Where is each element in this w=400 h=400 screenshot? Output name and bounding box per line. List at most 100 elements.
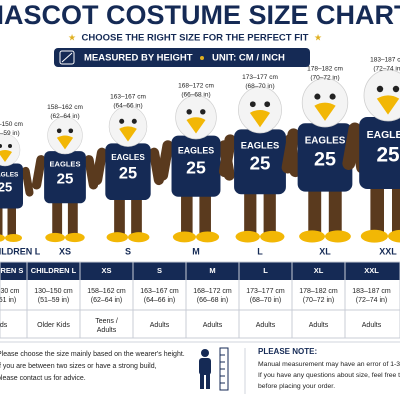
leg <box>181 193 193 236</box>
arm <box>31 155 46 190</box>
size-label: M <box>192 246 200 256</box>
jersey <box>359 117 400 189</box>
table-header: L <box>263 266 268 275</box>
person-icon <box>199 347 229 391</box>
foot <box>196 231 220 243</box>
table-header: CHILDREN S <box>0 266 23 275</box>
jersey <box>0 163 23 209</box>
cell-in: (64–66 in) <box>144 297 176 304</box>
height-cm: 178–182 cm <box>307 65 343 72</box>
cell-cm: 183–187 cm <box>352 288 391 295</box>
jersey-team: EAGLES <box>111 153 145 162</box>
table-header: XL <box>314 266 324 275</box>
jersey-number: 25 <box>376 144 399 167</box>
cell-in: (51–59 in) <box>38 297 70 304</box>
leg <box>114 196 125 236</box>
subtitle: CHOOSE THE RIGHT SIZE FOR THE PERFECT FI… <box>82 33 309 44</box>
height-cm: 183–187 cm <box>370 57 400 64</box>
height-in: (64–66 in) <box>113 102 142 109</box>
eye <box>68 128 74 134</box>
cell-cm: 110–130 cm <box>0 288 20 295</box>
jersey-number: 25 <box>119 165 137 183</box>
mascot: EAGLES 25 <box>92 105 164 243</box>
leg <box>370 185 384 235</box>
table-header: CHILDREN L <box>31 266 77 275</box>
eye <box>249 101 256 108</box>
arm <box>218 134 236 178</box>
cell-cm: 163–167 cm <box>140 288 179 295</box>
eye <box>376 85 384 93</box>
leg <box>263 190 276 236</box>
foot <box>45 232 65 243</box>
beak <box>56 135 74 150</box>
leg <box>308 187 322 235</box>
height-in: (68–70 in) <box>245 83 274 90</box>
cell-user: Adults <box>150 322 170 329</box>
title: MASCOT COSTUME SIZE CHART <box>0 0 400 30</box>
height-in: (62–64 in) <box>50 113 79 120</box>
jersey <box>44 151 86 204</box>
size-table: CHILDREN S 110–130 cm (43–51 in) Kids CHILDR… <box>0 261 400 339</box>
height-in: (51–59 in) <box>0 130 20 137</box>
table-header: XS <box>101 266 111 275</box>
foot <box>325 230 351 243</box>
cell-in: (68–70 in) <box>250 297 282 304</box>
foot <box>0 234 5 242</box>
bullet <box>200 56 204 60</box>
jersey <box>297 123 353 192</box>
banner-item: MEASURED BY HEIGHT <box>84 53 193 64</box>
leg <box>244 190 257 236</box>
height-cm: 163–167 cm <box>110 93 146 100</box>
cell-cm: 130–150 cm <box>34 288 73 295</box>
cell-in: (66–68 in) <box>197 297 229 304</box>
cell-user: Adults <box>97 327 117 334</box>
jersey <box>171 135 221 197</box>
eye <box>0 144 2 148</box>
cell-user: Kids <box>0 322 8 329</box>
eye <box>200 109 206 115</box>
beak <box>314 102 336 121</box>
jersey-number: 25 <box>314 149 336 171</box>
leg <box>392 185 400 235</box>
ruler-icon <box>59 50 75 65</box>
eye <box>329 93 336 100</box>
size-label: XS <box>59 246 71 256</box>
arm <box>92 147 107 186</box>
beak <box>376 95 400 115</box>
height-in: (66–68 in) <box>181 92 210 99</box>
leg <box>131 196 142 236</box>
beak <box>186 117 206 134</box>
foot <box>299 230 325 243</box>
leg <box>52 200 63 237</box>
foot <box>235 230 260 243</box>
foot <box>388 229 400 243</box>
arm <box>342 122 362 170</box>
jersey-team: EAGLES <box>50 159 81 168</box>
jersey-team: EAGLES <box>0 172 19 179</box>
foot <box>360 229 388 243</box>
cell-user: Adults <box>309 322 329 329</box>
cell-cm: 168–172 cm <box>193 288 232 295</box>
table-header: M <box>209 266 215 275</box>
foot <box>5 234 22 242</box>
note-line: Manual measurement may have an error of … <box>258 361 400 368</box>
figures: EAGLES25130–150 cm(51–59 in)CHILDREN LEA… <box>0 57 400 256</box>
note-title: PLEASE NOTE: <box>258 347 317 356</box>
eye <box>392 85 400 93</box>
cell-cm: 173–177 cm <box>246 288 285 295</box>
note-line: before placing your order. <box>258 383 335 390</box>
cell-in: (62–64 in) <box>91 297 123 304</box>
advice-line: If you are between two sizes or have a s… <box>0 363 157 370</box>
beak <box>0 150 12 162</box>
table-header-bg <box>0 262 400 280</box>
foot <box>260 230 285 243</box>
star: ★ <box>314 32 322 42</box>
arm <box>281 128 300 174</box>
height-cm: 168–172 cm <box>178 83 214 90</box>
